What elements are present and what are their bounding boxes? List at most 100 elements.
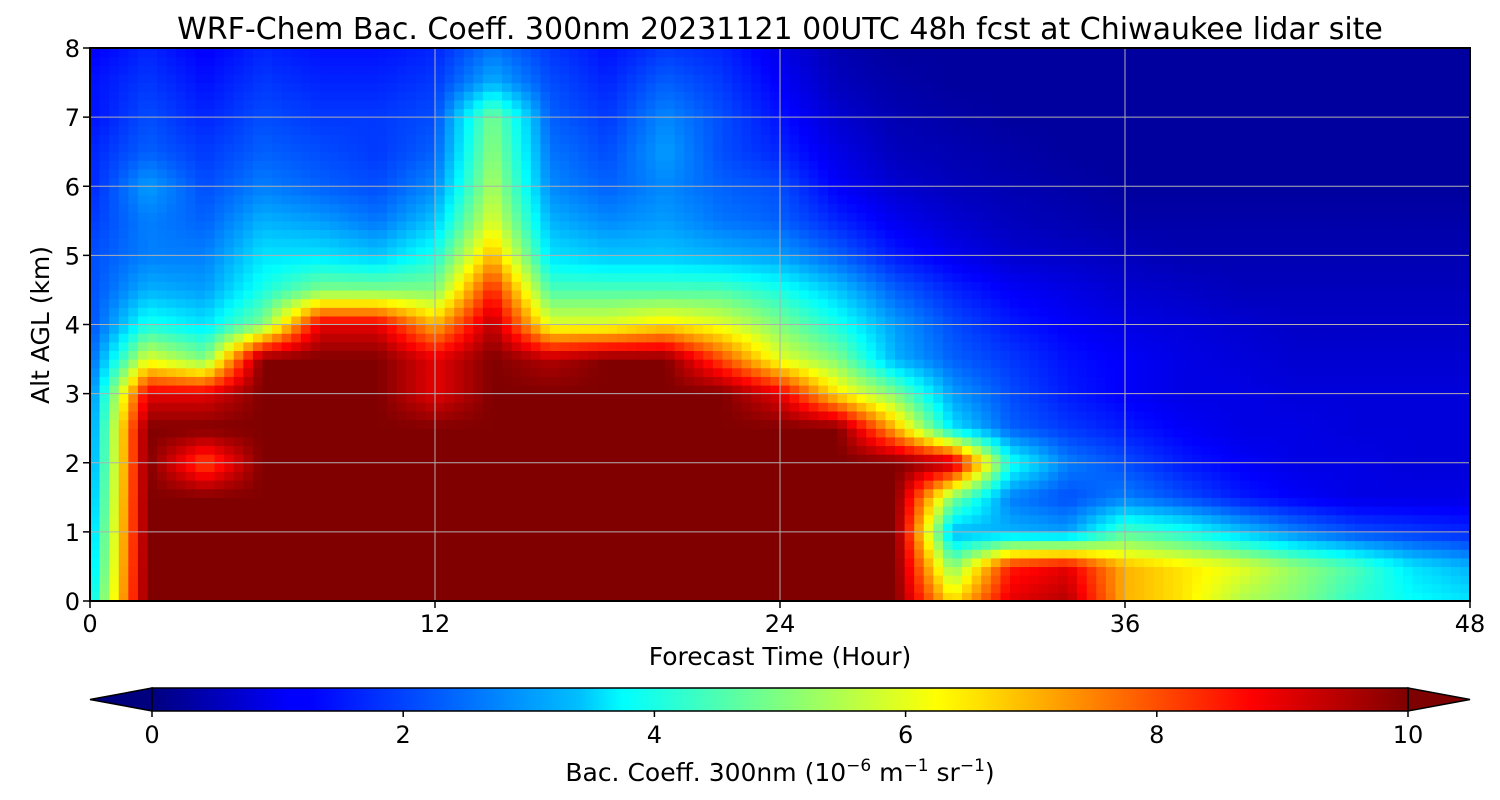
heatmap-cell (933, 376, 944, 386)
heatmap-cell (1278, 557, 1289, 568)
heatmap-cell (1393, 592, 1404, 601)
heatmap-cell (952, 359, 963, 369)
heatmap-cell (463, 393, 474, 403)
heatmap-cell (914, 480, 925, 490)
heatmap-cell (473, 583, 484, 593)
heatmap-cell (482, 367, 494, 377)
heatmap-cell (262, 454, 273, 464)
heatmap-cell (847, 376, 858, 386)
heatmap-cell (885, 410, 896, 421)
heatmap-cell (760, 333, 772, 343)
heatmap-cell (559, 402, 570, 412)
heatmap-cell (1067, 583, 1078, 593)
heatmap-cell (1077, 531, 1088, 542)
heatmap-cell (463, 566, 474, 576)
heatmap-cell (1412, 410, 1423, 421)
heatmap-cell (435, 583, 446, 593)
heatmap-cell (291, 410, 302, 421)
heatmap-cell (176, 298, 187, 308)
heatmap-cell (895, 514, 906, 524)
heatmap-cell (272, 436, 283, 447)
heatmap-cell (530, 566, 542, 576)
heatmap-cell (252, 566, 264, 576)
heatmap-cell (799, 428, 810, 438)
heatmap-cell (703, 341, 714, 352)
heatmap-cell (799, 531, 810, 542)
heatmap-cell (137, 298, 149, 308)
heatmap-cell (1086, 436, 1097, 447)
heatmap-cell (463, 419, 474, 429)
heatmap-cell (1450, 402, 1462, 412)
heatmap-cell (1029, 514, 1040, 524)
heatmap-cell (1077, 359, 1088, 369)
heatmap-cell (712, 436, 724, 447)
heatmap-cell (722, 333, 733, 343)
heatmap-cell (578, 471, 589, 481)
heatmap-cell (463, 315, 474, 326)
heatmap-cell (482, 324, 494, 334)
heatmap-cell (147, 575, 158, 585)
heatmap-cell (770, 367, 781, 377)
heatmap-cell (818, 592, 829, 601)
heatmap-cell (1441, 410, 1452, 421)
heatmap-cell (310, 540, 321, 550)
heatmap-cell (205, 359, 216, 369)
heatmap-cell (415, 307, 427, 317)
heatmap-cell (1450, 376, 1462, 386)
heatmap-cell (1192, 428, 1203, 438)
heatmap-cell (473, 462, 484, 472)
heatmap-cell (444, 307, 455, 317)
heatmap-cell (684, 445, 695, 455)
heatmap-cell (952, 436, 963, 447)
heatmap-cell (1000, 462, 1011, 472)
heatmap-cell (1019, 367, 1030, 377)
heatmap-cell (1105, 324, 1117, 334)
heatmap-cell (473, 341, 484, 352)
heatmap-cell (914, 419, 925, 429)
heatmap-cell (1383, 488, 1394, 498)
heatmap-cell (1115, 471, 1126, 481)
heatmap-cell (847, 436, 858, 447)
heatmap-cell (751, 557, 762, 568)
heatmap-cell (732, 333, 743, 343)
heatmap-cell (1278, 428, 1289, 438)
heatmap-cell (923, 471, 934, 481)
heatmap-cell (377, 315, 388, 326)
heatmap-cell (1307, 540, 1318, 550)
heatmap-cell (1402, 436, 1414, 447)
heatmap-cell (530, 410, 542, 421)
heatmap-cell (990, 341, 1002, 352)
heatmap-cell (780, 575, 791, 585)
heatmap-cell (1402, 367, 1414, 377)
heatmap-cell (166, 505, 177, 516)
heatmap-cell (521, 367, 532, 377)
heatmap-cell (1364, 367, 1375, 377)
heatmap-cell (1364, 575, 1375, 585)
heatmap-cell (1211, 471, 1222, 481)
heatmap-cell (1278, 419, 1289, 429)
heatmap-cell (741, 333, 752, 343)
heatmap-cell (933, 454, 944, 464)
heatmap-cell (214, 307, 225, 317)
heatmap-cell (99, 350, 110, 360)
heatmap-cell (214, 505, 225, 516)
heatmap-cell (109, 315, 120, 326)
heatmap-cell (358, 575, 369, 585)
heatmap-cell (1220, 471, 1232, 481)
heatmap-cell (147, 471, 158, 481)
heatmap-cell (224, 341, 235, 352)
heatmap-cell (550, 445, 561, 455)
heatmap-cell (732, 367, 743, 377)
heatmap-cell (1010, 523, 1021, 533)
heatmap-cell (837, 393, 848, 403)
heatmap-cell (1364, 592, 1375, 601)
heatmap-cell (1450, 315, 1462, 326)
heatmap-cell (1374, 376, 1385, 386)
heatmap-cell (329, 402, 340, 412)
heatmap-cell (339, 384, 350, 395)
heatmap-cell (1422, 480, 1433, 490)
heatmap-cell (904, 384, 915, 395)
heatmap-cell (1019, 436, 1030, 447)
heatmap-cell (387, 480, 398, 490)
heatmap-cell (262, 488, 273, 498)
